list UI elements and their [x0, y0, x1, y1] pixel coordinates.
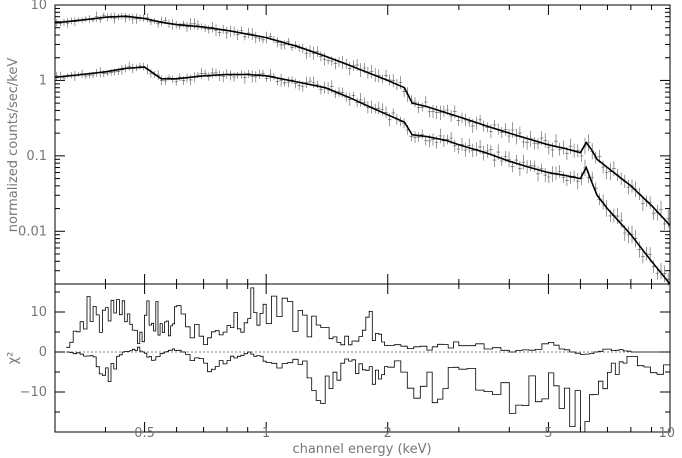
y-tick-label: 1	[39, 73, 47, 88]
bottom-panel-residuals	[55, 287, 670, 433]
model-line	[54, 15, 671, 226]
top-panel-models	[54, 15, 671, 285]
x-tick-labels: 0.5 1 2 5 10	[134, 426, 675, 441]
y-tick-label: 0.1	[26, 149, 47, 164]
y-tick-label: 0	[39, 345, 47, 360]
x-tick-label: 1	[262, 426, 270, 441]
y-tick-label: 10	[30, 0, 47, 13]
top-panel-data	[55, 11, 670, 286]
x-tick-label: 0.5	[134, 426, 155, 441]
residual-histogram	[66, 346, 670, 433]
bottom-panel-y-tick-labels: 10 0 −10	[20, 305, 47, 400]
y-tick-label: 0.01	[18, 224, 47, 239]
x-axis-label: channel energy (keV)	[292, 442, 431, 457]
x-tick-label: 10	[658, 426, 675, 441]
top-panel-ticks	[54, 4, 671, 285]
residual-histogram	[66, 287, 670, 355]
bottom-panel: 10 0 −10 0.5 1 2 5 10 χ² channel energy (keV)	[6, 283, 675, 457]
model-line	[54, 66, 671, 285]
y-tick-label: −10	[20, 385, 47, 400]
y-tick-label: 10	[30, 305, 47, 320]
bottom-panel-frame	[54, 283, 671, 433]
data-points	[55, 61, 670, 286]
bottom-panel-ticks	[54, 284, 671, 432]
bottom-panel-y-axis-label: χ²	[6, 352, 21, 365]
top-panel: 10 1 0.1 0.01 normalized counts/sec/keV	[6, 0, 671, 286]
x-tick-label: 5	[544, 426, 552, 441]
data-points	[55, 11, 670, 230]
top-panel-y-tick-labels: 10 1 0.1 0.01	[18, 0, 47, 239]
x-tick-label: 2	[384, 426, 392, 441]
top-panel-y-axis-label: normalized counts/sec/keV	[6, 58, 21, 233]
